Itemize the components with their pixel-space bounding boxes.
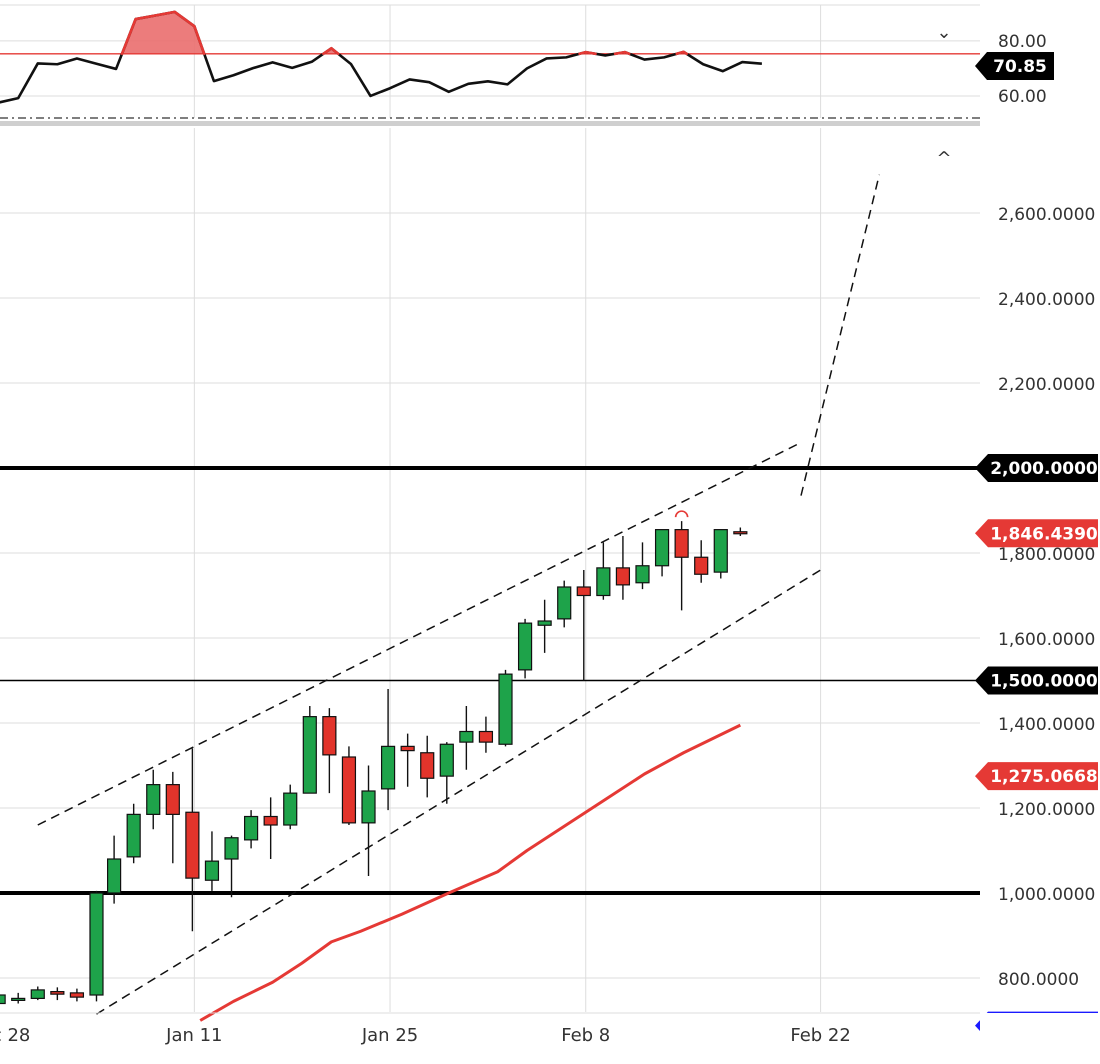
- osc-value-badge-label: 70.85: [993, 57, 1047, 77]
- price-tick-label-2: 1,200.0000: [998, 800, 1095, 820]
- candle-body-27: [517, 622, 533, 671]
- peak-marker: [674, 510, 689, 518]
- osc-tick-label-0: 80.00: [998, 32, 1047, 52]
- candle-body-30: [576, 586, 591, 597]
- osc-line-overbought: [120, 10, 688, 56]
- candle-body-22: [420, 752, 435, 779]
- axis-bottom-mask: [980, 1013, 1100, 1064]
- price-badge-label-3: 1,275.0668: [990, 767, 1098, 787]
- candle-body-34: [654, 529, 670, 567]
- date-axis: Dec 28 Jan 11 Jan 25 Feb 8 Feb 22: [0, 1025, 851, 1046]
- candle-body-10: [185, 811, 200, 879]
- candle-body-31: [596, 567, 611, 597]
- candle-body-20: [380, 745, 396, 790]
- candle-body-9: [165, 784, 180, 815]
- price-badge-0: [975, 454, 1098, 482]
- candle-body-14: [263, 815, 278, 826]
- projection-line: [800, 174, 881, 496]
- candle-body-8: [146, 784, 161, 815]
- candle-body-13: [243, 815, 259, 841]
- candle-body-12: [224, 837, 239, 860]
- candle-body-32: [615, 567, 631, 586]
- candle-body-23: [439, 743, 454, 777]
- price-badges: 70.85 2,000.0000 1,846.4390 1,500.0000 1,275…: [975, 52, 1100, 1064]
- candlesticks: [0, 510, 748, 1005]
- date-label-4: Feb 22: [790, 1025, 851, 1046]
- candle-body-36: [694, 556, 709, 575]
- price-badge-1: [975, 519, 1098, 548]
- candle-body-17: [322, 716, 337, 756]
- price-tick-label-9: 2,400.0000: [998, 290, 1095, 310]
- candle-body-1: [11, 997, 26, 1002]
- candle-body-11: [204, 860, 220, 881]
- candle-body-28: [537, 620, 552, 626]
- channel-line-0: [37, 441, 802, 826]
- candle-body-21: [400, 745, 415, 752]
- candle-body-35: [674, 529, 689, 558]
- price-tick-label-6: 1,800.0000: [998, 545, 1095, 565]
- candle-body-15: [283, 792, 298, 826]
- candle-body-0: [0, 994, 6, 1005]
- collapse-oscillator-chevron-icon[interactable]: ⌄: [936, 22, 951, 43]
- osc-tick-label-1: 60.00: [998, 87, 1047, 107]
- osc-value-badge: [975, 52, 1054, 81]
- price-tick-label-5: 1,600.0000: [998, 630, 1095, 650]
- price-badge-label-2: 1,500.0000: [990, 672, 1098, 692]
- oscillator-panel: [0, 10, 980, 119]
- trend-channel: [37, 174, 881, 1015]
- price-tick-label-8: 2,200.0000: [998, 375, 1095, 395]
- candle-body-4: [69, 992, 85, 998]
- price-tick-label-1: 1,000.0000: [998, 885, 1095, 905]
- price-badge-label-1: 1,846.4390: [990, 524, 1098, 544]
- candle-body-16: [302, 716, 317, 794]
- candle-body-33: [635, 565, 650, 584]
- price-tick-label-0: 800.0000: [998, 970, 1079, 990]
- price-badge-label-0: 2,000.0000: [990, 459, 1098, 479]
- date-label-3: Feb 8: [561, 1025, 610, 1046]
- date-label-1: Jan 11: [165, 1025, 222, 1046]
- candle-body-25: [478, 730, 494, 743]
- price-badge-2: [975, 666, 1098, 695]
- candle-body-7: [126, 813, 141, 858]
- date-label-0: Dec 28: [0, 1025, 30, 1046]
- moving-average-line: [199, 723, 741, 1022]
- price-tick-label-3: 1,400.0000: [998, 715, 1095, 735]
- candle-body-5: [89, 892, 104, 996]
- price-badge-3: [975, 762, 1098, 791]
- expand-price-chevron-icon[interactable]: ^: [936, 148, 951, 169]
- panel-divider[interactable]: [0, 121, 980, 126]
- date-label-2: Jan 25: [361, 1025, 418, 1046]
- candle-body-26: [498, 673, 513, 745]
- moving-average-polyline: [199, 723, 741, 1022]
- channel-line-1: [96, 569, 821, 1015]
- candle-body-18: [341, 756, 357, 824]
- candle-body-29: [557, 586, 572, 620]
- candle-body-37: [713, 529, 728, 573]
- horizontal-levels: [0, 466, 980, 895]
- price-tick-label-10: 2,600.0000: [998, 205, 1095, 225]
- candle-body-3: [50, 990, 65, 995]
- candle-body-38: [733, 531, 748, 535]
- candle-body-24: [459, 730, 474, 743]
- candle-body-19: [361, 790, 376, 824]
- candle-body-2: [30, 989, 45, 1000]
- candle-body-6: [107, 858, 122, 894]
